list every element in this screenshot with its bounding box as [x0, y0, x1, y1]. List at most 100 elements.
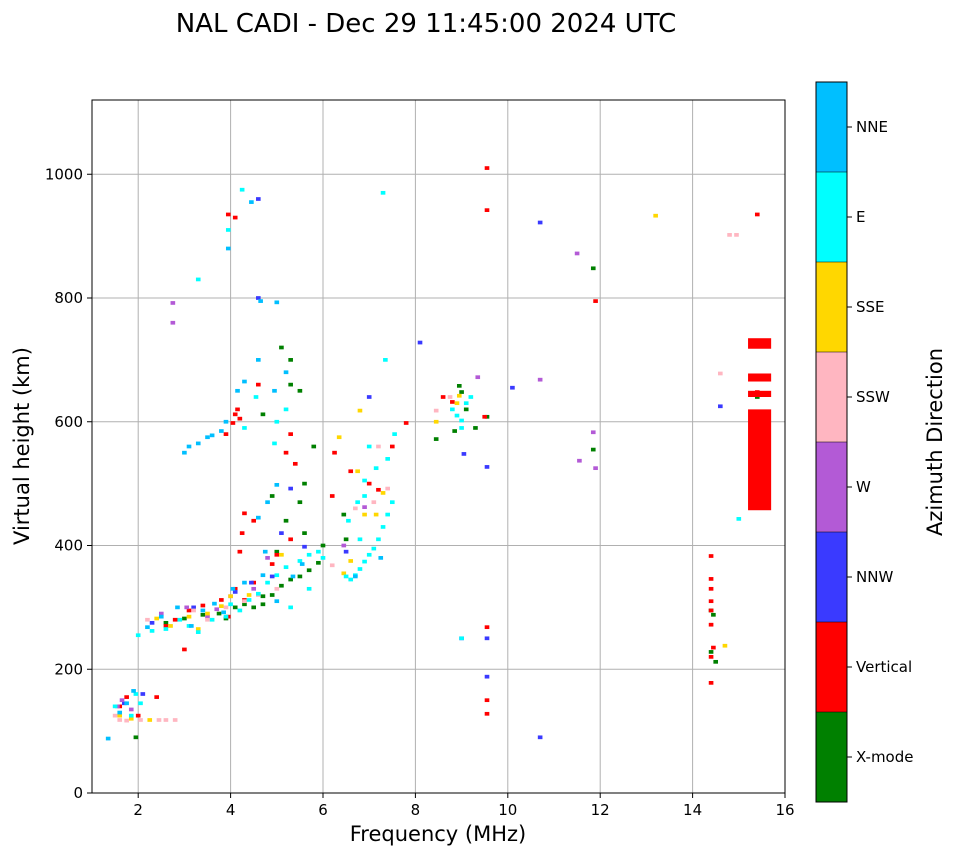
data-point-w: [590, 430, 596, 435]
data-point-e: [468, 395, 474, 399]
data-point-vertical: [484, 698, 490, 703]
colorbar-label: SSW: [856, 388, 890, 406]
data-point-vertical: [440, 395, 446, 399]
data-point-e: [288, 605, 293, 610]
data-point-ssw: [727, 233, 732, 237]
data-point-ssw: [274, 586, 280, 591]
data-point-x-mode: [216, 611, 222, 616]
data-point-vertical: [708, 655, 714, 659]
data-point-vertical: [754, 212, 760, 217]
data-point-w: [184, 605, 190, 610]
data-point-sse: [219, 604, 224, 608]
data-point-vertical: [223, 432, 229, 436]
data-point-nne: [235, 388, 240, 393]
data-point-x-mode: [590, 266, 596, 271]
y-axis-label: Virtual height (km): [10, 347, 34, 545]
vertical-echo-bar: [748, 338, 772, 349]
data-point-e: [306, 586, 312, 591]
data-point-e: [343, 574, 349, 579]
data-point-nne: [258, 299, 263, 303]
data-point-vertical: [484, 166, 490, 170]
data-point-vertical: [288, 537, 293, 542]
data-point-nne: [219, 429, 224, 433]
data-point-sse: [433, 419, 439, 424]
data-point-sse: [117, 713, 123, 718]
data-point-ssw: [242, 599, 247, 604]
data-point-nne: [195, 441, 201, 446]
data-point-nne: [221, 610, 226, 615]
y-tick-label: 600: [54, 413, 83, 431]
data-point-e: [177, 617, 183, 622]
data-point-e: [274, 573, 280, 578]
data-point-ssw: [385, 486, 390, 491]
data-point-x-mode: [297, 574, 303, 579]
data-point-x-mode: [288, 577, 293, 582]
data-point-sse: [348, 559, 354, 563]
data-point-sse: [168, 624, 173, 628]
data-point-vertical: [708, 608, 714, 613]
data-point-nne: [299, 562, 305, 566]
data-point-vertical: [182, 647, 187, 652]
data-point-ssw: [376, 444, 381, 449]
data-point-e: [265, 580, 270, 585]
data-point-w: [537, 377, 543, 382]
data-point-e: [320, 556, 326, 560]
data-point-e: [355, 500, 360, 505]
plot-frame: [91, 99, 786, 794]
data-point-x-mode: [473, 426, 478, 430]
data-point-w: [170, 320, 176, 325]
data-point-e: [228, 602, 233, 607]
data-point-vertical: [366, 481, 372, 486]
data-point-nne: [274, 300, 280, 305]
data-point-e: [736, 517, 742, 521]
data-point-nnw: [461, 452, 467, 456]
colorbar-segment: [816, 352, 847, 442]
data-point-e: [371, 546, 377, 551]
data-point-vertical: [482, 414, 488, 419]
data-point-vertical: [163, 624, 169, 628]
data-point-x-mode: [269, 593, 275, 597]
data-point-x-mode: [163, 620, 169, 625]
data-point-nne: [158, 614, 164, 619]
x-axis-ticks: 2 4 6 8 10 12 14 16: [133, 793, 795, 819]
data-point-nnw: [279, 531, 284, 535]
x-axis-label: Frequency (MHz): [350, 822, 526, 846]
data-point-e: [163, 627, 169, 631]
data-point-nne: [242, 580, 247, 585]
x-tick-label: 10: [498, 801, 517, 819]
data-point-e: [274, 419, 280, 424]
data-point-e: [450, 407, 455, 412]
colorbar-segment: [816, 172, 847, 262]
x-tick-label: 6: [318, 801, 328, 819]
data-point-nne: [274, 483, 280, 487]
data-point-x-mode: [590, 447, 596, 452]
data-point-nnw: [484, 674, 490, 679]
data-point-e: [380, 525, 386, 529]
data-point-w: [170, 301, 176, 305]
data-point-vertical: [124, 695, 129, 699]
data-point-sse: [228, 594, 233, 599]
data-point-sse: [186, 614, 192, 619]
data-point-x-mode: [463, 407, 469, 412]
data-point-nne: [353, 574, 358, 579]
data-point-nnw: [484, 465, 490, 469]
data-point-x-mode: [302, 481, 307, 486]
data-point-nnw: [288, 486, 293, 491]
data-point-vertical: [283, 450, 289, 455]
data-point-x-mode: [279, 583, 284, 588]
data-point-e: [253, 395, 259, 399]
x-tick-label: 16: [775, 801, 794, 819]
data-point-ssw: [223, 605, 229, 610]
data-point-ssw: [734, 233, 739, 237]
y-tick-label: 1000: [45, 165, 83, 183]
data-point-vertical: [292, 461, 298, 466]
data-point-x-mode: [459, 390, 464, 394]
data-point-vertical: [237, 549, 243, 554]
data-point-x-mode: [260, 594, 266, 599]
data-point-ssw: [205, 617, 210, 622]
x-tick-label: 12: [591, 801, 610, 819]
data-point-nne: [274, 599, 280, 604]
colorbar-segment: [816, 442, 847, 532]
data-point-x-mode: [288, 382, 293, 387]
data-point-w: [593, 466, 598, 471]
